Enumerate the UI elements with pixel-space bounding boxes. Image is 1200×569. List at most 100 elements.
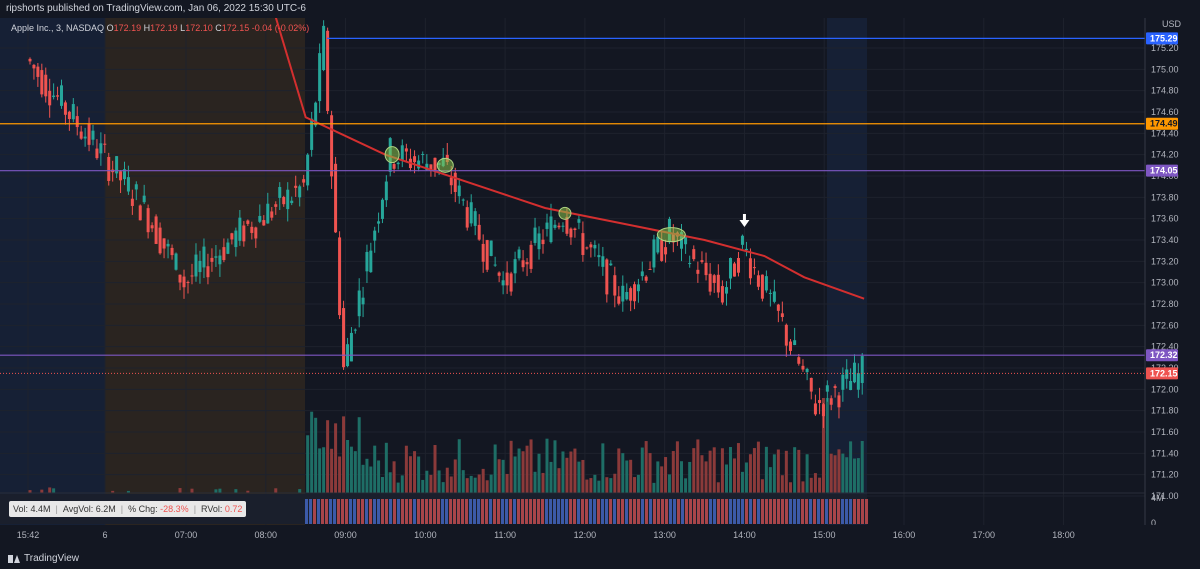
volume-strip-bar (445, 499, 448, 524)
candle-body (692, 249, 696, 260)
candle-body (63, 102, 67, 115)
candle-body (417, 160, 421, 169)
candle-body (365, 251, 369, 272)
separator: | (55, 504, 58, 514)
candle-body (581, 233, 585, 255)
separator: | (193, 504, 197, 514)
volume-strip-bar (409, 499, 412, 524)
volume-bar (549, 461, 553, 493)
time-tick-label: 17:00 (973, 530, 996, 540)
volume-bar (577, 461, 581, 493)
candle-body (589, 244, 593, 248)
volume-bar (569, 451, 573, 493)
volume-strip-bar (789, 499, 792, 524)
candle-body (497, 272, 501, 276)
candle-body (384, 181, 388, 201)
volume-strip-bar (509, 499, 512, 524)
candle-body (593, 244, 597, 249)
volume-bar (529, 439, 533, 493)
low-value: 172.10 (185, 23, 213, 33)
price-tick-label: 171.60 (1151, 427, 1179, 437)
tradingview-brand[interactable]: TradingView (8, 553, 79, 564)
volume-bar (501, 459, 505, 493)
volume-strip-bar (661, 499, 664, 524)
volume-bar (845, 457, 849, 493)
volume-strip-bar (577, 499, 580, 524)
volume-strip-bar (793, 499, 796, 524)
volume-bar (365, 458, 369, 493)
volume-strip-bar (329, 499, 332, 524)
volume-bar (537, 453, 541, 493)
volume-strip-bar (669, 499, 672, 524)
volume-strip-bar (829, 499, 832, 524)
volume-strip-bar (505, 499, 508, 524)
chg-value: -28.3% (160, 504, 189, 514)
brand-name: TradingView (24, 553, 80, 564)
candle-body (549, 216, 553, 243)
time-tick-label: 16:00 (893, 530, 916, 540)
price-tick-label: 175.00 (1151, 64, 1179, 74)
volume-strip-bar (473, 499, 476, 524)
candle-body (601, 256, 605, 267)
candle-body (617, 296, 621, 304)
time-tick-label: 08:00 (255, 530, 278, 540)
price-tick-label: 172.80 (1151, 299, 1179, 309)
candle-body (99, 143, 103, 154)
price-tick-label: 174.60 (1151, 107, 1179, 117)
price-badge-label: 175.29 (1150, 33, 1178, 43)
separator: | (120, 504, 124, 514)
price-chart[interactable]: 171.00 171.20 171.40 171.60 171.80 172.00 172.… (0, 18, 1200, 569)
candle-body (36, 66, 40, 77)
volume-strip-bar (317, 499, 320, 524)
candle-body (788, 341, 792, 351)
candle-body (250, 226, 254, 233)
volume-strip-bar (413, 499, 416, 524)
volume-strip-bar (597, 499, 600, 524)
volume-bar (417, 456, 421, 493)
candle-body (453, 172, 457, 193)
candle-body (95, 148, 99, 159)
volume-bar (625, 460, 629, 493)
volume-bar (720, 448, 724, 493)
volume-bar (732, 458, 736, 493)
candle-body (392, 164, 396, 169)
price-tick-label: 171.20 (1151, 470, 1179, 480)
volume-bar (541, 472, 545, 493)
chg-label: % Chg: (128, 504, 158, 514)
volume-bar (660, 466, 664, 493)
candle-body (712, 275, 716, 283)
volume-strip-bar (701, 499, 704, 524)
candle-body (841, 374, 845, 390)
volume-strip-bar (749, 499, 752, 524)
candle-body (198, 260, 202, 273)
volume-bar (384, 442, 388, 493)
candle-body (780, 313, 784, 318)
symbol-legend: Apple Inc., 3, NASDAQ O172.19 H172.19 L1… (11, 23, 309, 33)
volume-bar (557, 468, 561, 493)
candle-body (621, 285, 625, 302)
volume-bar (585, 479, 589, 493)
volume-strip-bar (381, 499, 384, 524)
volume-bar (421, 479, 425, 493)
volume-bar (725, 464, 728, 493)
volume-bar (593, 474, 597, 493)
candle-body (377, 221, 381, 224)
candle-body (513, 259, 517, 274)
afterhours-session (0, 18, 105, 525)
volume-bar (849, 441, 853, 493)
volume-strip-bar (817, 499, 820, 524)
candle-body (509, 273, 513, 292)
candle-body (485, 240, 489, 270)
candle-body (222, 247, 226, 261)
volume-strip-bar (641, 499, 644, 524)
candle-body (805, 368, 809, 373)
volume-strip-bar (705, 499, 708, 524)
arrow-down-icon (739, 214, 750, 227)
time-tick-label: 14:00 (733, 530, 756, 540)
candle-body (429, 164, 433, 171)
high-label: H (143, 23, 151, 33)
candle-body (577, 219, 581, 223)
candle-body (130, 198, 134, 206)
candle-body (720, 286, 724, 303)
volume-strip-bar (497, 499, 500, 524)
